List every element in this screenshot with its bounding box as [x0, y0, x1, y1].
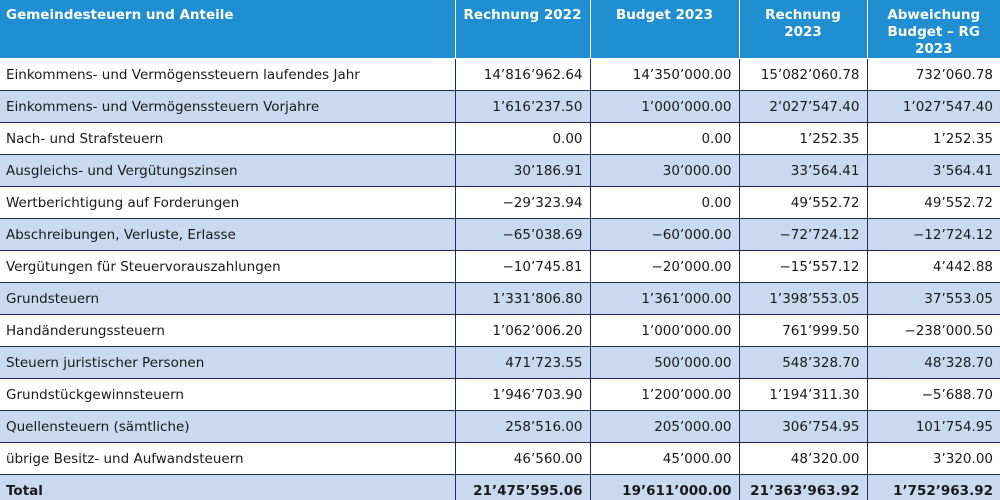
header-category: Gemeindesteuern und Anteile [0, 0, 456, 59]
cell-rechnung-2023: 1’398’553.05 [739, 282, 868, 315]
row-label: Grundsteuern [0, 282, 456, 315]
cell-rechnung-2023: 15’082’060.78 [739, 58, 868, 91]
cell-rechnung-2022: 0.00 [455, 122, 591, 155]
table-row: übrige Besitz- und Aufwandsteuern 46’560.… [0, 442, 1000, 475]
row-label: Einkommens- und Vermögenssteuern laufend… [0, 58, 456, 91]
cell-rechnung-2023: 1’194’311.30 [739, 378, 868, 411]
cell-rechnung-2023: 49’552.72 [739, 186, 868, 219]
row-label: Nach- und Strafsteuern [0, 122, 456, 155]
total-budget-2023: 19’611’000.00 [590, 474, 740, 500]
cell-abweichung: −238’000.50 [867, 314, 1000, 347]
row-label: übrige Besitz- und Aufwandsteuern [0, 442, 456, 475]
cell-budget-2023: 1’361’000.00 [590, 282, 740, 315]
table-row: Nach- und Strafsteuern 0.00 0.00 1’252.35 1’… [0, 122, 1000, 155]
header-rechnung-2023: Rechnung 2023 [739, 0, 868, 59]
cell-abweichung: 732’060.78 [867, 58, 1000, 91]
cell-rechnung-2022: 1’616’237.50 [455, 90, 591, 123]
cell-abweichung: −12’724.12 [867, 218, 1000, 251]
cell-rechnung-2023: −15’557.12 [739, 250, 868, 283]
cell-budget-2023: 205’000.00 [590, 410, 740, 443]
cell-rechnung-2023: −72’724.12 [739, 218, 868, 251]
total-rechnung-2022: 21’475’595.06 [455, 474, 591, 500]
cell-rechnung-2022: 258’516.00 [455, 410, 591, 443]
total-label: Total [0, 474, 456, 500]
cell-abweichung: 37’553.05 [867, 282, 1000, 315]
row-label: Wertberichtigung auf Forderungen [0, 186, 456, 219]
cell-abweichung: 1’252.35 [867, 122, 1000, 155]
table-row: Grundsteuern 1’331’806.80 1’361’000.00 1’39… [0, 282, 1000, 315]
cell-rechnung-2023: 761’999.50 [739, 314, 868, 347]
table-row: Steuern juristischer Personen 471’723.55 5… [0, 346, 1000, 379]
cell-rechnung-2022: 1’946’703.90 [455, 378, 591, 411]
cell-abweichung: 48’328.70 [867, 346, 1000, 379]
row-label: Quellensteuern (sämtliche) [0, 410, 456, 443]
total-rechnung-2023: 21’363’963.92 [739, 474, 868, 500]
cell-abweichung: 4’442.88 [867, 250, 1000, 283]
header-rechnung-2022: Rechnung 2022 [455, 0, 591, 59]
cell-budget-2023: 1’000’000.00 [590, 90, 740, 123]
row-label: Vergütungen für Steuervorauszahlungen [0, 250, 456, 283]
cell-rechnung-2022: −65’038.69 [455, 218, 591, 251]
cell-rechnung-2023: 548’328.70 [739, 346, 868, 379]
table-footer: Total 21’475’595.06 19’611’000.00 21’363… [0, 474, 1000, 500]
row-label: Einkommens- und Vermögenssteuern Vorjahr… [0, 90, 456, 123]
cell-budget-2023: 14’350’000.00 [590, 58, 740, 91]
table-row: Einkommens- und Vermögenssteuern laufend… [0, 58, 1000, 91]
table-row: Ausgleichs- und Vergütungszinsen 30’186.9… [0, 154, 1000, 187]
cell-rechnung-2022: −10’745.81 [455, 250, 591, 283]
table-row: Wertberichtigung auf Forderungen −29’323.… [0, 186, 1000, 219]
table-row: Grundstückgewinnsteuern 1’946’703.90 1’200… [0, 378, 1000, 411]
cell-budget-2023: 500’000.00 [590, 346, 740, 379]
table-row: Quellensteuern (sämtliche) 258’516.00 205’… [0, 410, 1000, 443]
cell-rechnung-2022: 471’723.55 [455, 346, 591, 379]
table-row: Vergütungen für Steuervorauszahlungen −10… [0, 250, 1000, 283]
table-row: Einkommens- und Vermögenssteuern Vorjahr… [0, 90, 1000, 123]
cell-budget-2023: 0.00 [590, 186, 740, 219]
row-label: Abschreibungen, Verluste, Erlasse [0, 218, 456, 251]
cell-rechnung-2023: 48’320.00 [739, 442, 868, 475]
cell-budget-2023: 0.00 [590, 122, 740, 155]
cell-rechnung-2023: 2’027’547.40 [739, 90, 868, 123]
cell-rechnung-2022: 46’560.00 [455, 442, 591, 475]
table-row: Abschreibungen, Verluste, Erlasse −65’038… [0, 218, 1000, 251]
header-budget-2023: Budget 2023 [590, 0, 740, 59]
cell-abweichung: 3’564.41 [867, 154, 1000, 187]
cell-budget-2023: 1’200’000.00 [590, 378, 740, 411]
cell-abweichung: 101’754.95 [867, 410, 1000, 443]
cell-rechnung-2022: 30’186.91 [455, 154, 591, 187]
row-label: Ausgleichs- und Vergütungszinsen [0, 154, 456, 187]
row-label: Grundstückgewinnsteuern [0, 378, 456, 411]
table-body: Einkommens- und Vermögenssteuern laufend… [0, 58, 1000, 475]
total-row: Total 21’475’595.06 19’611’000.00 21’363… [0, 474, 1000, 500]
cell-budget-2023: 30’000.00 [590, 154, 740, 187]
cell-abweichung: 49’552.72 [867, 186, 1000, 219]
row-label: Handänderungssteuern [0, 314, 456, 347]
cell-budget-2023: 45’000.00 [590, 442, 740, 475]
cell-rechnung-2022: 1’331’806.80 [455, 282, 591, 315]
cell-rechnung-2023: 1’252.35 [739, 122, 868, 155]
cell-abweichung: −5’688.70 [867, 378, 1000, 411]
row-label: Steuern juristischer Personen [0, 346, 456, 379]
cell-abweichung: 1’027’547.40 [867, 90, 1000, 123]
cell-budget-2023: −20’000.00 [590, 250, 740, 283]
cell-budget-2023: 1’000’000.00 [590, 314, 740, 347]
cell-abweichung: 3’320.00 [867, 442, 1000, 475]
cell-rechnung-2023: 306’754.95 [739, 410, 868, 443]
table-header: Gemeindesteuern und Anteile Rechnung 202… [0, 0, 1000, 59]
header-abweichung-label: Abweichung Budget – RG 2023 [887, 7, 981, 57]
total-abweichung: 1’752’963.92 [867, 474, 1000, 500]
cell-rechnung-2022: −29’323.94 [455, 186, 591, 219]
cell-rechnung-2023: 33’564.41 [739, 154, 868, 187]
table-row: Handänderungssteuern 1’062’006.20 1’000’00… [0, 314, 1000, 347]
header-row: Gemeindesteuern und Anteile Rechnung 202… [0, 0, 1000, 59]
header-abweichung: Abweichung Budget – RG 2023 [867, 0, 1000, 59]
cell-rechnung-2022: 1’062’006.20 [455, 314, 591, 347]
cell-rechnung-2022: 14’816’962.64 [455, 58, 591, 91]
cell-budget-2023: −60’000.00 [590, 218, 740, 251]
